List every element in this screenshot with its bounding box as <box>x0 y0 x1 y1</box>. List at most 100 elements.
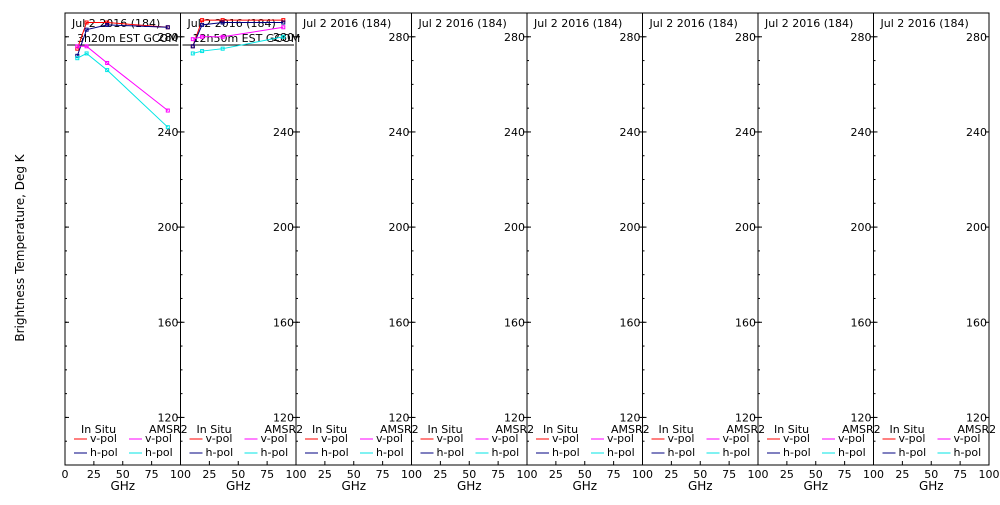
x-axis-label: GHz <box>572 479 597 493</box>
y-tick-label: 240 <box>389 126 410 139</box>
y-tick-label: 280 <box>966 31 987 44</box>
legend-insitu-h-label: h-pol <box>321 446 349 459</box>
y-tick-label: 200 <box>620 221 641 234</box>
x-tick-label: 75 <box>607 468 621 481</box>
legend-amsr2-v-label: v-pol <box>954 432 981 445</box>
panel-1: Jul 2 2016 (184)3h20m EST GCOM1201602002… <box>62 12 191 493</box>
x-tick-label: 50 <box>578 468 592 481</box>
legend-amsr2-title: AMSR2 <box>958 423 997 436</box>
legend-amsr2-title: AMSR2 <box>149 423 188 436</box>
y-tick-label: 200 <box>273 221 294 234</box>
x-tick-label: 25 <box>318 468 332 481</box>
x-tick-label: 50 <box>462 468 476 481</box>
legend-amsr2-h-label: h-pol <box>838 446 866 459</box>
panel-frame <box>526 12 643 466</box>
legend-amsr2-title: AMSR2 <box>265 423 304 436</box>
series-point <box>200 34 205 39</box>
panel-2: Jul 2 2016 (184) 12h50m EST GCOM 120 160 200… <box>180 12 307 493</box>
series-point <box>190 44 195 49</box>
legend-amsr2-v-label: v-pol <box>376 432 403 445</box>
y-tick-label: 160 <box>389 316 410 329</box>
legend-amsr2-h-label: h-pol <box>376 446 404 459</box>
series-point <box>105 20 110 25</box>
legend-insitu-v-label: v-pol <box>437 432 464 445</box>
y-tick-label: 200 <box>851 221 872 234</box>
y-axis-label: Brightness Temperature, Deg K <box>13 153 27 341</box>
panel-subtitle: 3h20m EST GCOM <box>77 32 178 45</box>
legend-insitu-title: In Situ <box>774 423 809 436</box>
legend-amsr2-v-label: v-pol <box>607 432 634 445</box>
series-line-1 <box>76 22 168 49</box>
y-tick-label: 120 <box>389 411 410 424</box>
y-tick-label: 280 <box>273 31 294 44</box>
y-tick-label: 280 <box>735 31 756 44</box>
x-tick-label: 100 <box>863 468 884 481</box>
legend-insitu-h-label: h-pol <box>668 446 696 459</box>
series-line-2 <box>192 22 284 47</box>
legend-amsr2-h-label: h-pol <box>607 446 635 459</box>
series-point <box>281 20 286 25</box>
series-point <box>220 18 225 23</box>
panel-frame <box>411 12 528 466</box>
panel-title: Jul 2 2016 (184) <box>764 17 853 30</box>
panel-8: Jul 2 2016 (184) 120 160 200 240 280 25 50 75 100… <box>873 12 1000 493</box>
series-point <box>165 125 170 130</box>
x-axis-label: GHz <box>803 479 828 493</box>
x-tick-label: 50 <box>116 468 130 481</box>
series-point <box>220 46 225 51</box>
x-tick-label: 25 <box>664 468 678 481</box>
legend-amsr2-h-label: h-pol <box>954 446 982 459</box>
y-tick-label: 120 <box>504 411 525 424</box>
y-tick-label: 120 <box>735 411 756 424</box>
y-tick-label: 200 <box>504 221 525 234</box>
legend-insitu-v-label: v-pol <box>668 432 695 445</box>
series-point <box>105 68 110 73</box>
legend-amsr2-title: AMSR2 <box>727 423 766 436</box>
y-tick-label: 280 <box>851 31 872 44</box>
panel-subtitle: 12h50m EST GCOM <box>193 32 301 45</box>
panel-frame <box>642 12 759 466</box>
legend-insitu-h-label: h-pol <box>90 446 118 459</box>
x-tick-label: 50 <box>231 468 245 481</box>
panel-frame <box>295 12 412 466</box>
panel-title: Jul 2 2016 (184) <box>302 17 391 30</box>
y-tick-label: 160 <box>158 316 179 329</box>
panel-4: Jul 2 2016 (184) 120 160 200 240 280 25 50 75 100… <box>411 12 538 493</box>
legend-insitu-title: In Situ <box>312 423 347 436</box>
panel-frame <box>180 12 297 466</box>
series-point <box>281 25 286 30</box>
legend-insitu-title: In Situ <box>197 423 232 436</box>
legend-amsr2-h-label: h-pol <box>723 446 751 459</box>
y-tick-label: 240 <box>966 126 987 139</box>
legend-insitu-title: In Situ <box>890 423 925 436</box>
x-tick-label: 75 <box>491 468 505 481</box>
x-tick-label: 25 <box>780 468 794 481</box>
y-tick-label: 160 <box>620 316 641 329</box>
x-tick-label: 75 <box>260 468 274 481</box>
legend-amsr2-v-label: v-pol <box>492 432 519 445</box>
legend-amsr2-v-label: v-pol <box>838 432 865 445</box>
x-tick-label: 75 <box>953 468 967 481</box>
y-tick-label: 200 <box>389 221 410 234</box>
x-axis-label: GHz <box>919 479 944 493</box>
series-point <box>200 22 205 27</box>
y-tick-label: 160 <box>851 316 872 329</box>
panel-title: Jul 2 2016 (184) <box>533 17 622 30</box>
series-line-4 <box>192 36 284 54</box>
series-point <box>281 18 286 23</box>
y-tick-label: 120 <box>966 411 987 424</box>
y-tick-label: 160 <box>966 316 987 329</box>
x-tick-label: 25 <box>202 468 216 481</box>
panel-title: Jul 2 2016 (184) <box>418 17 507 30</box>
legend-amsr2-h-label: h-pol <box>492 446 520 459</box>
legend-amsr2-h-label: h-pol <box>145 446 173 459</box>
y-tick-label: 280 <box>389 31 410 44</box>
series-point <box>75 46 80 51</box>
series-line-2 <box>76 24 168 56</box>
legend-amsr2-h-label: h-pol <box>261 446 289 459</box>
